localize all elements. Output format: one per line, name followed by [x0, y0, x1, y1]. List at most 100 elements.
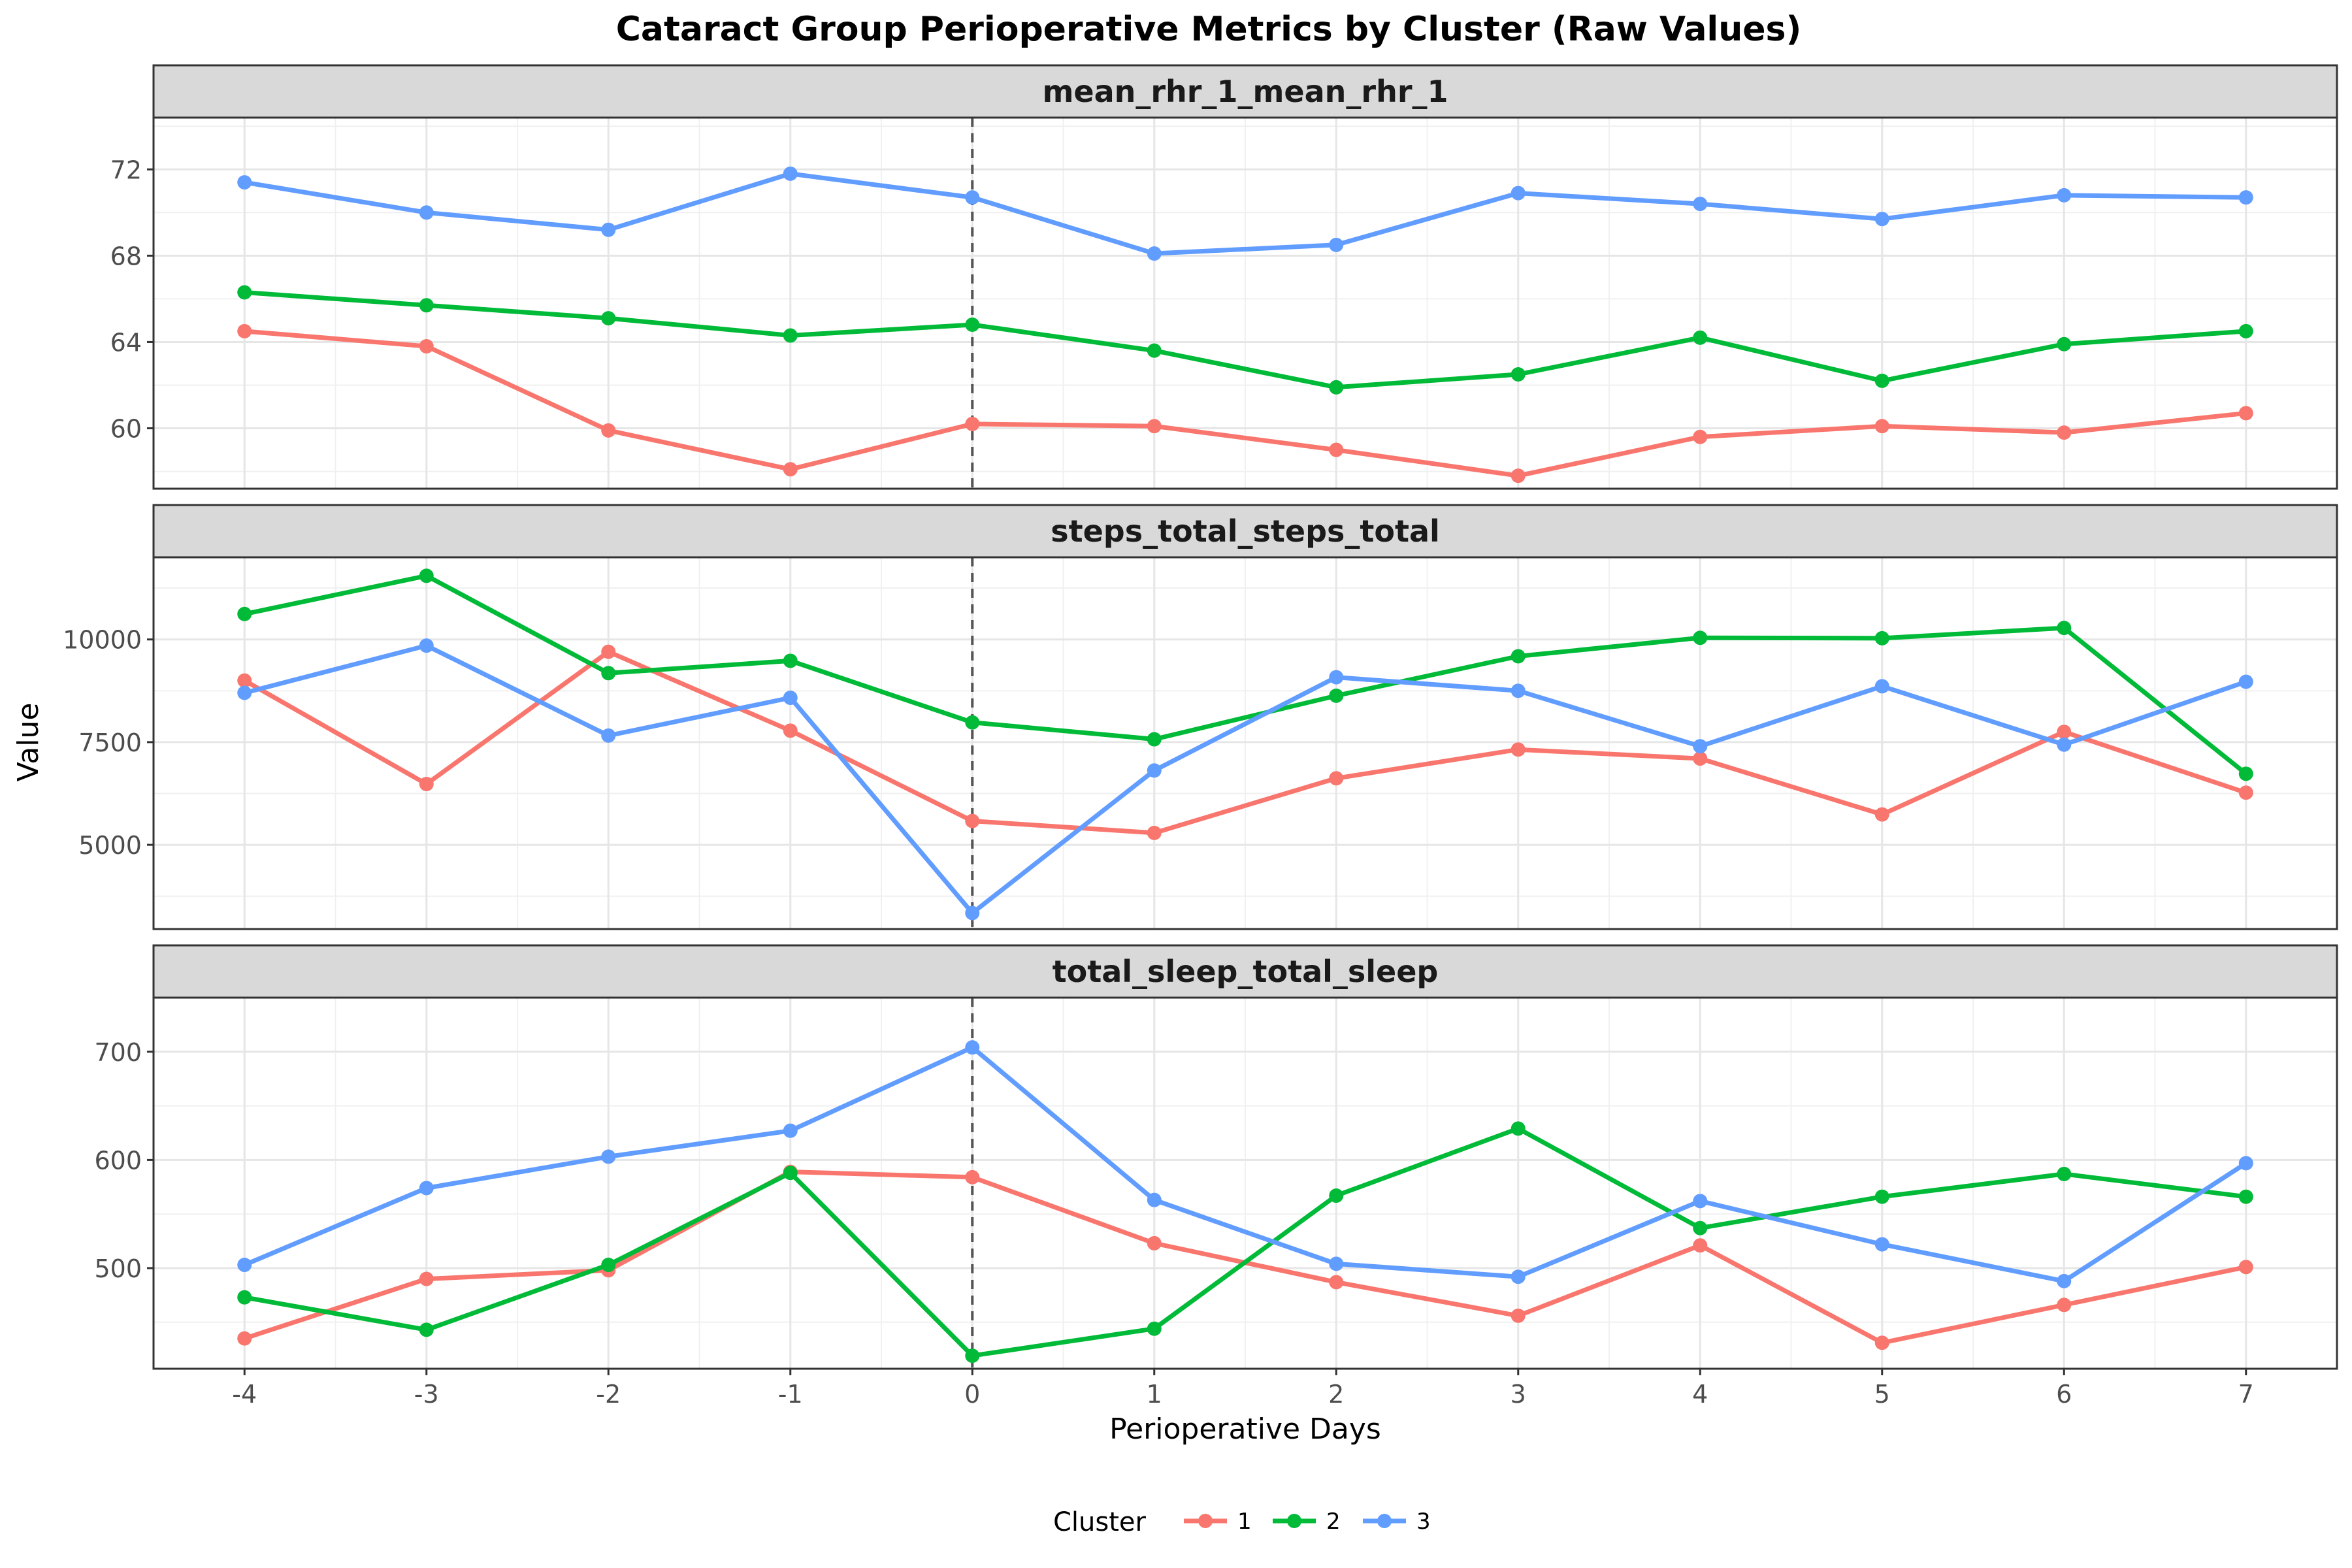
data-point-cluster-1 — [237, 323, 252, 338]
data-point-cluster-3 — [1147, 1192, 1162, 1207]
facet-title: mean_rhr_1_mean_rhr_1 — [1042, 74, 1448, 109]
data-point-cluster-2 — [419, 1322, 434, 1337]
panel-border — [152, 116, 2338, 490]
data-point-cluster-3 — [237, 175, 252, 190]
series-line-cluster-3 — [242, 643, 2249, 915]
data-point-cluster-3 — [1329, 670, 1344, 685]
data-point-cluster-3 — [419, 1181, 434, 1196]
x-tick-label: 2 — [1328, 1380, 1344, 1409]
data-point-cluster-2 — [2238, 323, 2253, 338]
data-point-cluster-1 — [1874, 807, 1889, 822]
x-tick-label: 6 — [2056, 1380, 2072, 1409]
data-point-cluster-2 — [2057, 621, 2072, 636]
data-point-cluster-1 — [965, 813, 980, 828]
series-line-cluster-3 — [242, 1045, 2249, 1284]
data-point-cluster-3 — [1147, 763, 1162, 778]
data-point-cluster-3 — [783, 691, 798, 706]
data-point-cluster-2 — [965, 318, 980, 333]
facet-title: steps_total_steps_total — [1051, 514, 1440, 549]
facet-title: total_sleep_total_sleep — [1053, 954, 1439, 989]
legend: Cluster 1 2 3 — [1053, 1507, 1431, 1537]
series-line-cluster-1 — [242, 329, 2249, 478]
data-point-cluster-3 — [419, 638, 434, 653]
data-point-cluster-1 — [2057, 1298, 2072, 1313]
data-point-cluster-1 — [1329, 442, 1344, 457]
data-point-cluster-2 — [965, 1348, 980, 1364]
data-point-cluster-3 — [965, 1040, 980, 1055]
y-tick-label: 60 — [110, 415, 142, 444]
data-point-cluster-2 — [1874, 630, 1889, 645]
data-point-cluster-3 — [1693, 197, 1708, 212]
data-point-cluster-2 — [237, 285, 252, 300]
x-axis: -4 -3 -2 -1 0 1 2 3 4 5 6 7 — [232, 1369, 2254, 1409]
data-point-cluster-3 — [2057, 737, 2072, 752]
data-point-cluster-3 — [783, 1123, 798, 1138]
data-point-cluster-2 — [1329, 380, 1344, 395]
y-tick-label: 72 — [110, 155, 142, 184]
panel-border — [152, 556, 2338, 930]
data-point-cluster-2 — [601, 1258, 616, 1273]
data-point-cluster-2 — [601, 666, 616, 681]
panel-border — [152, 996, 2338, 1370]
data-point-cluster-1 — [2238, 406, 2253, 421]
data-point-cluster-2 — [1329, 1188, 1344, 1203]
data-point-cluster-2 — [2238, 1189, 2253, 1204]
y-tick-label: 700 — [94, 1038, 142, 1067]
data-point-cluster-2 — [1147, 1321, 1162, 1336]
data-point-cluster-3 — [1693, 739, 1708, 754]
data-point-cluster-3 — [601, 1149, 616, 1164]
legend-key-point — [1198, 1514, 1213, 1528]
data-point-cluster-2 — [1511, 367, 1526, 382]
legend-key-point — [1287, 1514, 1301, 1528]
data-point-cluster-1 — [601, 644, 616, 659]
data-point-cluster-1 — [2057, 425, 2072, 440]
data-point-cluster-3 — [1511, 1269, 1526, 1284]
data-point-cluster-1 — [783, 462, 798, 477]
series-line-cluster-3 — [242, 171, 2249, 256]
data-point-cluster-2 — [2238, 766, 2253, 781]
legend-label: 3 — [1416, 1509, 1431, 1535]
data-point-cluster-1 — [1693, 751, 1708, 766]
x-tick-label: 1 — [1147, 1380, 1162, 1409]
legend-title: Cluster — [1053, 1507, 1147, 1537]
data-point-cluster-2 — [419, 298, 434, 313]
data-point-cluster-1 — [2057, 725, 2072, 740]
data-point-cluster-3 — [783, 166, 798, 181]
data-point-cluster-3 — [2238, 190, 2253, 205]
data-point-cluster-3 — [237, 1258, 252, 1273]
data-point-cluster-1 — [965, 416, 980, 431]
data-point-cluster-1 — [1511, 742, 1526, 757]
data-point-cluster-3 — [2238, 674, 2253, 689]
facet-panel: mean_rhr_1_mean_rhr_1 60 64 68 72 — [110, 64, 2338, 490]
data-point-cluster-3 — [1874, 679, 1889, 694]
data-point-cluster-3 — [965, 190, 980, 205]
data-point-cluster-2 — [237, 606, 252, 621]
series-line-cluster-2 — [242, 290, 2249, 390]
data-point-cluster-3 — [237, 685, 252, 700]
x-tick-label: 5 — [1874, 1380, 1890, 1409]
data-point-cluster-1 — [419, 777, 434, 792]
data-point-cluster-2 — [419, 568, 434, 583]
data-point-cluster-3 — [2057, 188, 2072, 203]
data-point-cluster-2 — [1874, 1189, 1889, 1204]
data-point-cluster-2 — [2057, 336, 2072, 351]
data-point-cluster-1 — [2238, 1260, 2253, 1275]
series-line-cluster-2 — [242, 573, 2249, 776]
facet-panel: steps_total_steps_total 5000 7500 10000 — [63, 504, 2338, 930]
data-point-cluster-2 — [783, 1166, 798, 1181]
y-tick-label: 600 — [94, 1146, 142, 1175]
facet-strip — [152, 504, 2338, 559]
data-point-cluster-1 — [1147, 825, 1162, 840]
data-point-cluster-2 — [1693, 330, 1708, 345]
data-point-cluster-3 — [601, 222, 616, 237]
data-point-cluster-3 — [1329, 1256, 1344, 1271]
x-axis-label: Perioperative Days — [1109, 1413, 1381, 1446]
x-tick-label: -3 — [414, 1380, 439, 1409]
data-point-cluster-2 — [783, 328, 798, 343]
x-tick-label: 4 — [1692, 1380, 1708, 1409]
panels: mean_rhr_1_mean_rhr_1 60 64 68 72 steps_total… — [63, 64, 2338, 1370]
facet-strip — [152, 944, 2338, 999]
legend-label: 1 — [1237, 1509, 1252, 1535]
data-point-cluster-2 — [1511, 1121, 1526, 1136]
data-point-cluster-3 — [1511, 683, 1526, 698]
